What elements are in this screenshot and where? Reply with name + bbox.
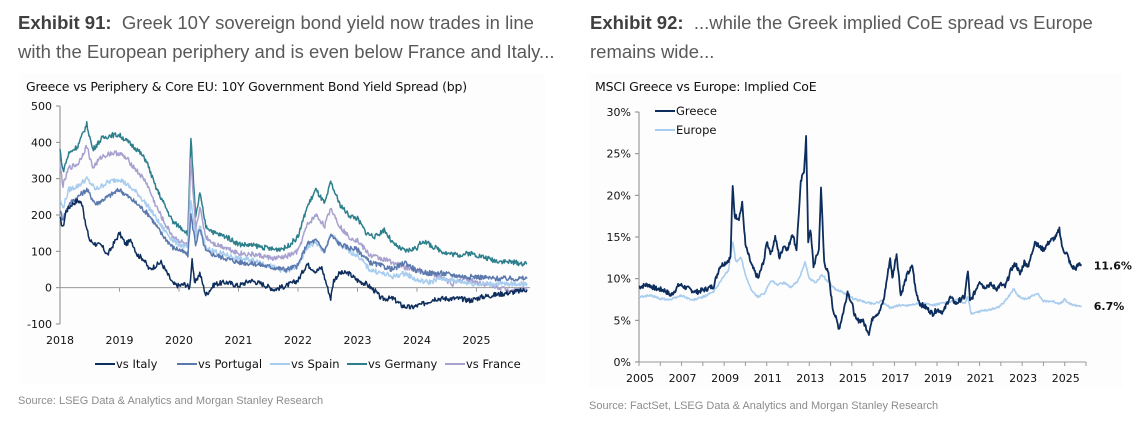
y-tick-label: 500: [31, 100, 52, 113]
x-tick-label: 2018: [46, 334, 74, 347]
x-tick-label: 2025: [1052, 372, 1080, 385]
x-tick-label: 2023: [343, 334, 371, 347]
x-tick-label: 2019: [924, 372, 952, 385]
bond-spread-chart: Greece vs Periphery & Core EU: 10Y Gover…: [20, 74, 545, 384]
y-tick-label: 0%: [614, 356, 631, 369]
legend-label: Europe: [676, 123, 716, 137]
x-tick-label: 2005: [626, 372, 654, 385]
y-tick-label: 30%: [607, 106, 631, 119]
end-value-label-europe: 6.7%: [1094, 300, 1125, 313]
exhibit-92-title: ...while the Greek implied CoE spread vs…: [590, 12, 1093, 62]
y-tick-label: -100: [27, 318, 52, 331]
y-tick-label: 10%: [607, 273, 631, 286]
y-tick-label: 0: [45, 282, 52, 295]
series-line-vs-italy: [59, 198, 528, 310]
implied-coe-chart-svg: 0% 5% 10% 15% 20% 25% 30% 2005 2007 2009 2011 2013 2…: [607, 104, 1132, 385]
legend-label: vs Portugal: [198, 357, 262, 371]
series-line-vs-germany: [59, 120, 528, 267]
y-tick-label: 5%: [614, 314, 631, 327]
legend-label: vs Italy: [116, 357, 158, 371]
y-tick-label: 100: [31, 245, 52, 258]
x-tick-label: 2023: [1009, 372, 1037, 385]
bond-spread-chart-svg: -100 0 100 200 300 400 500 2018 2019 2020 2021 2022…: [27, 100, 530, 371]
y-tick-label: 300: [31, 173, 52, 186]
x-tick-label: 2013: [796, 372, 824, 385]
y-tick-label: 25%: [607, 148, 631, 161]
y-tick-label: 15%: [607, 231, 631, 244]
y-tick-label: 20%: [607, 189, 631, 202]
legend-label: vs Germany: [368, 357, 438, 371]
series-line-vs-portugal: [59, 187, 528, 282]
legend-label: vs Spain: [291, 357, 340, 371]
exhibit-91-title: Greek 10Y sovereign bond yield now trade…: [18, 12, 555, 62]
exhibit-92-heading: Exhibit 92: ...while the Greek implied C…: [590, 8, 1143, 66]
legend-label: vs France: [466, 357, 521, 371]
exhibit-91-heading: Exhibit 91: Greek 10Y sovereign bond yie…: [18, 8, 560, 66]
x-tick-label: 2015: [839, 372, 867, 385]
series-line-greece: [638, 135, 1082, 336]
exhibit-92-label: Exhibit 92:: [590, 12, 684, 33]
x-tick-label: 2022: [284, 334, 312, 347]
x-tick-label: 2017: [881, 372, 909, 385]
x-tick-label: 2025: [462, 334, 490, 347]
x-tick-label: 2024: [403, 334, 431, 347]
x-tick-label: 2020: [165, 334, 193, 347]
chart-title: MSCI Greece vs Europe: Implied CoE: [595, 79, 817, 94]
y-tick-label: 200: [31, 209, 52, 222]
series-line-vs-spain: [59, 176, 528, 288]
chart-title: Greece vs Periphery & Core EU: 10Y Gover…: [26, 79, 467, 94]
x-tick-label: 2021: [967, 372, 995, 385]
series-line-europe: [638, 241, 1082, 315]
exhibit-91-label: Exhibit 91:: [18, 12, 112, 33]
x-tick-label: 2007: [669, 372, 697, 385]
x-tick-label: 2019: [105, 334, 133, 347]
source-note: Source: LSEG Data & Analytics and Morgan…: [18, 395, 324, 407]
x-tick-label: 2021: [224, 334, 252, 347]
series-line-vs-france: [59, 144, 528, 293]
legend-label: Greece: [676, 104, 717, 118]
source-note: Source: FactSet, LSEG Data & Analytics a…: [589, 400, 939, 412]
x-tick-label: 2011: [754, 372, 782, 385]
y-tick-label: 400: [31, 136, 52, 149]
end-value-label-greece: 11.6%: [1094, 259, 1132, 272]
implied-coe-chart: MSCI Greece vs Europe: Implied CoE 0% 5% 1…: [589, 74, 1132, 388]
x-tick-label: 2009: [711, 372, 739, 385]
